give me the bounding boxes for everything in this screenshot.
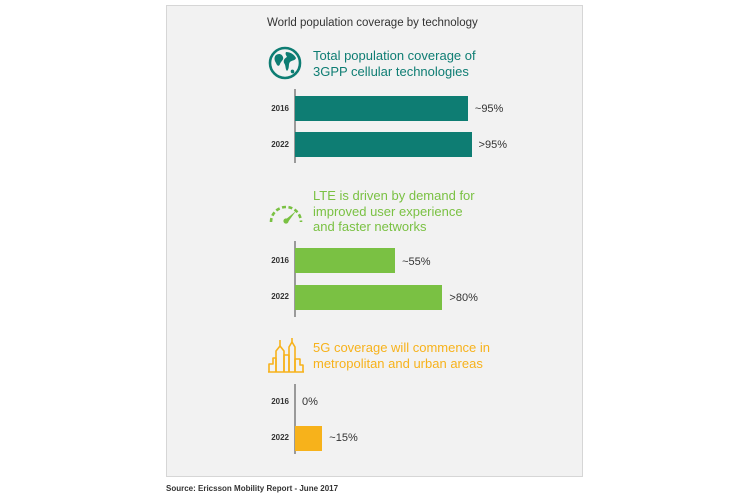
axis-3gpp	[294, 89, 296, 163]
chart-card: World population coverage by technology …	[166, 5, 583, 477]
bar-lte-2016	[295, 248, 396, 273]
value-label: ~55%	[402, 256, 431, 268]
year-label: 2022	[271, 433, 289, 442]
axis-5g	[294, 384, 296, 454]
section-title-5g: 5G coverage will commence in metropolita…	[313, 340, 491, 371]
year-label: 2016	[271, 397, 289, 406]
chart-title: World population coverage by technology	[267, 17, 478, 29]
globe-icon	[268, 46, 302, 80]
value-label: >80%	[449, 292, 478, 304]
value-label: 0%	[302, 396, 318, 408]
speedometer-icon	[269, 205, 303, 224]
city-skyline-icon	[268, 338, 304, 373]
value-label: ~15%	[329, 432, 358, 444]
year-label: 2022	[271, 140, 289, 149]
axis-lte	[294, 241, 296, 317]
value-label: >95%	[478, 139, 507, 151]
bar-3gpp-2016	[295, 96, 468, 121]
source-note: Source: Ericsson Mobility Report - June …	[166, 484, 339, 493]
bar-3gpp-2022	[295, 132, 472, 157]
section-title-3gpp: Total population coverage of 3GPP cellul…	[313, 48, 476, 79]
year-label: 2016	[271, 104, 289, 113]
section-title-lte: LTE is driven by demand for improved use…	[313, 188, 475, 234]
bar-lte-2022	[295, 285, 443, 310]
year-label: 2022	[271, 292, 289, 301]
bar-5g-2022	[295, 426, 323, 451]
year-label: 2016	[271, 256, 289, 265]
value-label: ~95%	[474, 103, 504, 115]
